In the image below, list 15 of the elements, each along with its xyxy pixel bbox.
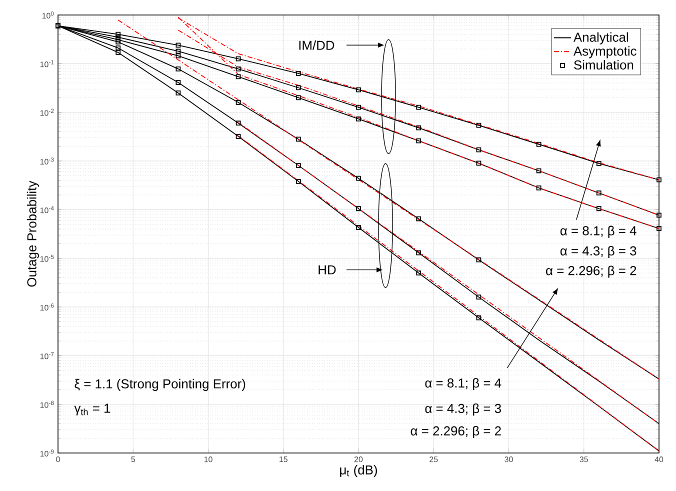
annotation: α = 8.1; β = 4: [425, 378, 502, 390]
annotation: α = 2.296; β = 2: [546, 266, 636, 278]
annotation: α = 4.3; β = 3: [560, 246, 636, 258]
annotation: α = 4.3; β = 3: [425, 404, 501, 416]
legend-label: Analytical: [573, 32, 628, 44]
annotation: α = 8.1; β = 4: [560, 226, 636, 238]
legend-label: Simulation: [574, 60, 634, 70]
annotation: γ$_{th}$ = 1: [74, 404, 110, 416]
legend-label: Asymptotic: [573, 46, 636, 58]
annotation: α = 2.296; β = 2: [410, 426, 501, 438]
y-axis-title: Outage Probability: [26, 180, 39, 287]
annotation: HD: [318, 265, 336, 274]
x-axis-title: μ$_{t}$ (dB): [340, 464, 377, 478]
annotation: IM/DD: [299, 40, 334, 50]
annotation: ξ = 1.1 (Strong Pointing Error): [74, 378, 246, 391]
